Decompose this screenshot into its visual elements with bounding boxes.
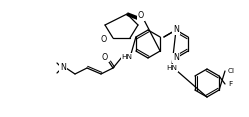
Text: N: N [60,64,66,73]
Text: HN: HN [122,54,132,60]
Text: O: O [138,11,144,20]
Text: O: O [101,35,107,44]
Text: N: N [173,26,179,35]
Text: F: F [228,81,232,87]
Text: O: O [102,53,108,62]
Text: N: N [173,53,179,62]
Text: Cl: Cl [228,68,235,74]
Text: HN: HN [167,65,178,71]
